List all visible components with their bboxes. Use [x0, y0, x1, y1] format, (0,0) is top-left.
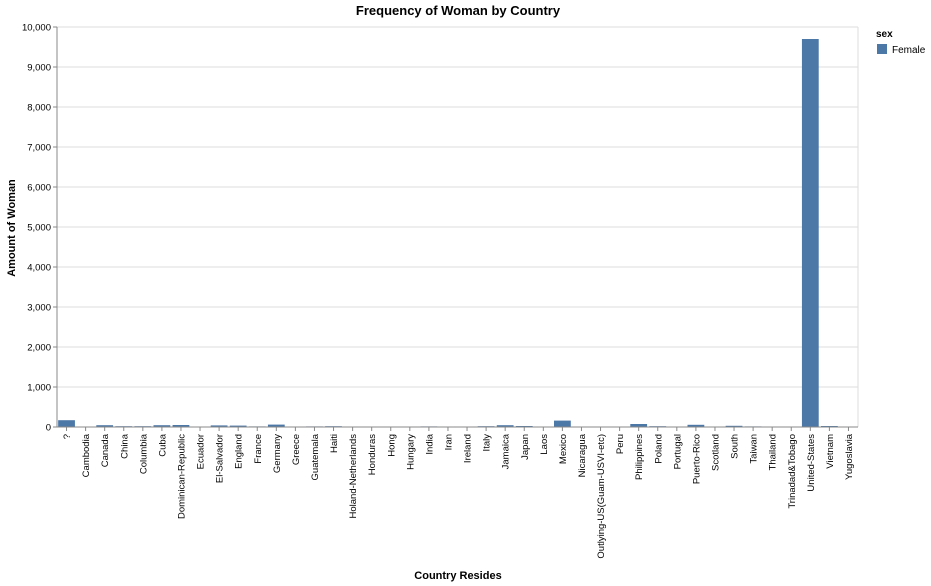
legend: sex Female	[876, 29, 926, 56]
x-tick-label: Italy	[482, 434, 493, 452]
x-tick-label: Taiwan	[749, 434, 760, 464]
y-tick-label: 5,000	[27, 223, 51, 234]
legend-swatch-female	[877, 44, 887, 54]
x-tick-label: Outlying-US(Guam-USVI-etc)	[596, 434, 607, 559]
legend-title: sex	[876, 29, 893, 40]
y-tick-label: 4,000	[27, 263, 51, 274]
x-tick-label: Vietnam	[825, 434, 836, 469]
y-tick-label: 10,000	[22, 23, 51, 34]
x-tick-label: Dominican-Republic	[176, 434, 187, 519]
x-tick-label: England	[234, 434, 245, 469]
bar	[801, 39, 819, 427]
chart-title: Frequency of Woman by Country	[356, 3, 561, 18]
bar	[58, 420, 75, 427]
bar	[687, 424, 705, 427]
x-tick-label: Haiti	[329, 434, 340, 453]
y-tick-label: 7,000	[27, 143, 51, 154]
bar	[267, 424, 285, 427]
x-tick-label: Cambodia	[81, 433, 92, 477]
bar	[496, 425, 514, 427]
x-tick-label: China	[119, 433, 130, 459]
x-tick-label: Poland	[653, 434, 664, 464]
x-tick-label: Nicaragua	[577, 433, 588, 477]
y-tick-label: 2,000	[27, 343, 51, 354]
x-tick-label: Trinadad&Tobago	[787, 434, 798, 509]
x-tick-label: Columbia	[138, 433, 149, 474]
x-tick-label: India	[424, 433, 435, 454]
y-tick-label: 1,000	[27, 383, 51, 394]
x-tick-label: Peru	[615, 434, 626, 454]
x-tick-label: Japan	[520, 434, 531, 460]
x-tick-label: France	[253, 434, 264, 464]
x-tick-label: Ireland	[463, 434, 474, 463]
bar	[172, 425, 190, 427]
bar	[630, 424, 648, 427]
x-tick-label: Mexico	[558, 434, 569, 464]
x-tick-label: Ecuador	[196, 434, 207, 469]
x-tick-label: Puerto-Rico	[691, 434, 702, 484]
x-tick-label: Scotland	[710, 434, 721, 471]
x-axis: ? Cambodia Canada China Columbia Cuba Dominica…	[57, 426, 858, 559]
y-axis-title: Amount of Woman	[6, 179, 18, 277]
x-tick-label: Hungary	[405, 434, 416, 470]
bar	[153, 425, 171, 427]
bars	[58, 39, 857, 427]
x-tick-label: Iran	[443, 434, 454, 450]
x-axis-title: Country Resides	[414, 570, 501, 582]
x-tick-label: El-Salvador	[215, 434, 226, 483]
x-tick-label: Yugoslavia	[844, 433, 855, 480]
y-tick-label: 6,000	[27, 183, 51, 194]
y-tick-label: 0	[46, 423, 51, 434]
bar	[229, 425, 247, 427]
x-tick-label: South	[730, 434, 741, 459]
y-axis: 0 1,000 2,000 3,000 4,000 5,000 6,000 7,000 8,00…	[22, 23, 58, 434]
y-tick-label: 3,000	[27, 303, 51, 314]
bar	[554, 420, 571, 427]
x-tick-label: Guatemala	[310, 433, 321, 480]
x-tick-label: United-States	[806, 434, 817, 492]
x-tick-label: Laos	[539, 434, 550, 455]
x-tick-label: Holand-Netherlands	[348, 434, 359, 519]
x-tick-label: Hong	[386, 434, 397, 457]
x-tick-label: Honduras	[367, 434, 378, 475]
x-tick-label: Philippines	[634, 434, 645, 480]
x-tick-label: Portugal	[672, 434, 683, 469]
grid	[57, 26, 859, 428]
x-tick-label: Greece	[291, 434, 302, 465]
y-tick-label: 8,000	[27, 103, 51, 114]
bar	[96, 425, 114, 427]
x-tick-label: Cuba	[157, 433, 168, 456]
x-tick-label: ?	[62, 434, 73, 439]
x-tick-label: Thailand	[768, 434, 779, 470]
x-tick-label: Canada	[100, 433, 111, 467]
x-tick-label: Jamaica	[501, 433, 512, 469]
x-tick-label: Germany	[272, 434, 283, 473]
legend-label-female: Female	[892, 45, 926, 56]
bar	[210, 425, 228, 427]
bar	[725, 425, 743, 427]
y-tick-label: 9,000	[27, 63, 51, 74]
